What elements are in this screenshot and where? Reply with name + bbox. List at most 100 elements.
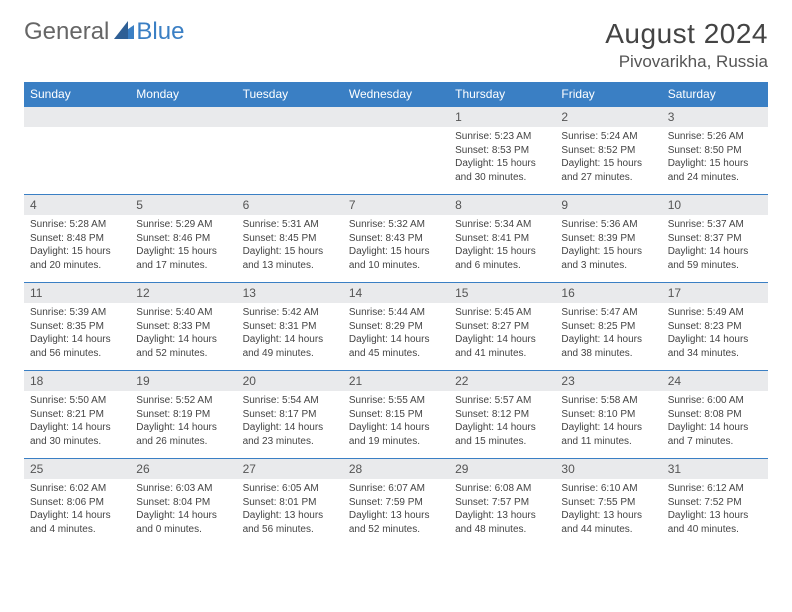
day-number: 10 <box>662 195 768 215</box>
calendar-week: 1Sunrise: 5:23 AMSunset: 8:53 PMDaylight… <box>24 107 768 195</box>
sunrise-text: Sunrise: 6:00 AM <box>668 394 762 408</box>
daylight-text: Daylight: 14 hours and 7 minutes. <box>668 421 762 448</box>
daylight-text: Daylight: 15 hours and 6 minutes. <box>455 245 549 272</box>
day-number: 4 <box>24 195 130 215</box>
day-header: Saturday <box>662 82 768 107</box>
day-number: 14 <box>343 283 449 303</box>
calendar-cell <box>130 107 236 195</box>
day-number: 13 <box>237 283 343 303</box>
sunset-text: Sunset: 8:25 PM <box>561 320 655 334</box>
calendar-week: 18Sunrise: 5:50 AMSunset: 8:21 PMDayligh… <box>24 371 768 459</box>
sunset-text: Sunset: 8:41 PM <box>455 232 549 246</box>
daylight-text: Daylight: 13 hours and 52 minutes. <box>349 509 443 536</box>
daylight-text: Daylight: 14 hours and 56 minutes. <box>30 333 124 360</box>
calendar-page: General Blue August 2024 Pivovarikha, Ru… <box>0 0 792 565</box>
calendar-cell: 24Sunrise: 6:00 AMSunset: 8:08 PMDayligh… <box>662 371 768 459</box>
day-number: 3 <box>662 107 768 127</box>
sunset-text: Sunset: 7:52 PM <box>668 496 762 510</box>
sunset-text: Sunset: 8:15 PM <box>349 408 443 422</box>
day-detail: Sunrise: 5:26 AMSunset: 8:50 PMDaylight:… <box>662 127 768 187</box>
day-number: 27 <box>237 459 343 479</box>
sunrise-text: Sunrise: 5:57 AM <box>455 394 549 408</box>
day-detail: Sunrise: 5:45 AMSunset: 8:27 PMDaylight:… <box>449 303 555 363</box>
daylight-text: Daylight: 13 hours and 56 minutes. <box>243 509 337 536</box>
daylight-text: Daylight: 13 hours and 48 minutes. <box>455 509 549 536</box>
calendar-cell: 17Sunrise: 5:49 AMSunset: 8:23 PMDayligh… <box>662 283 768 371</box>
calendar-cell: 7Sunrise: 5:32 AMSunset: 8:43 PMDaylight… <box>343 195 449 283</box>
daylight-text: Daylight: 14 hours and 41 minutes. <box>455 333 549 360</box>
daylight-text: Daylight: 14 hours and 45 minutes. <box>349 333 443 360</box>
daylight-text: Daylight: 15 hours and 10 minutes. <box>349 245 443 272</box>
page-header: General Blue August 2024 Pivovarikha, Ru… <box>24 18 768 72</box>
daylight-text: Daylight: 14 hours and 15 minutes. <box>455 421 549 448</box>
day-number: 28 <box>343 459 449 479</box>
calendar-cell: 16Sunrise: 5:47 AMSunset: 8:25 PMDayligh… <box>555 283 661 371</box>
day-detail: Sunrise: 5:44 AMSunset: 8:29 PMDaylight:… <box>343 303 449 363</box>
sunrise-text: Sunrise: 5:47 AM <box>561 306 655 320</box>
day-header: Tuesday <box>237 82 343 107</box>
title-block: August 2024 Pivovarikha, Russia <box>605 18 768 72</box>
day-number: 23 <box>555 371 661 391</box>
sunset-text: Sunset: 7:59 PM <box>349 496 443 510</box>
sunrise-text: Sunrise: 5:44 AM <box>349 306 443 320</box>
day-number: 12 <box>130 283 236 303</box>
calendar-cell: 15Sunrise: 5:45 AMSunset: 8:27 PMDayligh… <box>449 283 555 371</box>
calendar-cell: 28 Sunrise: 6:07 AMSunset: 7:59 PMDayligh… <box>343 459 449 547</box>
daylight-text: Daylight: 15 hours and 27 minutes. <box>561 157 655 184</box>
day-number: 19 <box>130 371 236 391</box>
day-detail: Sunrise: 6:08 AMSunset: 7:57 PMDaylight:… <box>449 479 555 539</box>
calendar-cell: 12Sunrise: 5:40 AMSunset: 8:33 PMDayligh… <box>130 283 236 371</box>
daylight-text: Daylight: 14 hours and 38 minutes. <box>561 333 655 360</box>
sunrise-text: Sunrise: 5:34 AM <box>455 218 549 232</box>
day-number: 8 <box>449 195 555 215</box>
logo-triangle-icon <box>114 18 134 46</box>
calendar-header-row: SundayMondayTuesdayWednesdayThursdayFrid… <box>24 82 768 107</box>
day-detail: Sunrise: 5:54 AMSunset: 8:17 PMDaylight:… <box>237 391 343 451</box>
day-number <box>343 107 449 127</box>
daylight-text: Daylight: 14 hours and 23 minutes. <box>243 421 337 448</box>
sunset-text: Sunset: 8:10 PM <box>561 408 655 422</box>
day-number: 1 <box>449 107 555 127</box>
daylight-text: Daylight: 14 hours and 26 minutes. <box>136 421 230 448</box>
day-number: 9 <box>555 195 661 215</box>
day-number: 24 <box>662 371 768 391</box>
day-number <box>130 107 236 127</box>
daylight-text: Daylight: 14 hours and 59 minutes. <box>668 245 762 272</box>
calendar-cell: 19Sunrise: 5:52 AMSunset: 8:19 PMDayligh… <box>130 371 236 459</box>
day-detail: Sunrise: 6:12 AMSunset: 7:52 PMDaylight:… <box>662 479 768 539</box>
sunrise-text: Sunrise: 5:31 AM <box>243 218 337 232</box>
month-title: August 2024 <box>605 18 768 50</box>
sunset-text: Sunset: 8:04 PM <box>136 496 230 510</box>
day-header: Thursday <box>449 82 555 107</box>
sunrise-text: Sunrise: 5:55 AM <box>349 394 443 408</box>
calendar-body: 1Sunrise: 5:23 AMSunset: 8:53 PMDaylight… <box>24 107 768 547</box>
sunrise-text: Sunrise: 5:29 AM <box>136 218 230 232</box>
day-number: 15 <box>449 283 555 303</box>
sunrise-text: Sunrise: 5:37 AM <box>668 218 762 232</box>
day-detail: Sunrise: 5:23 AMSunset: 8:53 PMDaylight:… <box>449 127 555 187</box>
daylight-text: Daylight: 13 hours and 40 minutes. <box>668 509 762 536</box>
sunrise-text: Sunrise: 6:07 AM <box>349 482 443 496</box>
day-number: 11 <box>24 283 130 303</box>
day-detail: Sunrise: 5:29 AMSunset: 8:46 PMDaylight:… <box>130 215 236 275</box>
sunrise-text: Sunrise: 5:36 AM <box>561 218 655 232</box>
day-number: 26 <box>130 459 236 479</box>
sunset-text: Sunset: 8:37 PM <box>668 232 762 246</box>
calendar-cell: 13Sunrise: 5:42 AMSunset: 8:31 PMDayligh… <box>237 283 343 371</box>
day-detail: Sunrise: 5:47 AMSunset: 8:25 PMDaylight:… <box>555 303 661 363</box>
calendar-cell: 4Sunrise: 5:28 AMSunset: 8:48 PMDaylight… <box>24 195 130 283</box>
day-detail: Sunrise: 5:57 AMSunset: 8:12 PMDaylight:… <box>449 391 555 451</box>
day-detail: Sunrise: 6:00 AMSunset: 8:08 PMDaylight:… <box>662 391 768 451</box>
day-number: 2 <box>555 107 661 127</box>
calendar-cell: 25Sunrise: 6:02 AMSunset: 8:06 PMDayligh… <box>24 459 130 547</box>
calendar-cell: 8 Sunrise: 5:34 AMSunset: 8:41 PMDaylight… <box>449 195 555 283</box>
day-detail: Sunrise: 6:02 AMSunset: 8:06 PMDaylight:… <box>24 479 130 539</box>
sunrise-text: Sunrise: 5:26 AM <box>668 130 762 144</box>
daylight-text: Daylight: 15 hours and 13 minutes. <box>243 245 337 272</box>
calendar-cell: 6Sunrise: 5:31 AMSunset: 8:45 PMDaylight… <box>237 195 343 283</box>
calendar-cell: 22Sunrise: 5:57 AMSunset: 8:12 PMDayligh… <box>449 371 555 459</box>
sunrise-text: Sunrise: 5:58 AM <box>561 394 655 408</box>
sunrise-text: Sunrise: 5:52 AM <box>136 394 230 408</box>
calendar-cell: 23Sunrise: 5:58 AMSunset: 8:10 PMDayligh… <box>555 371 661 459</box>
day-number: 29 <box>449 459 555 479</box>
